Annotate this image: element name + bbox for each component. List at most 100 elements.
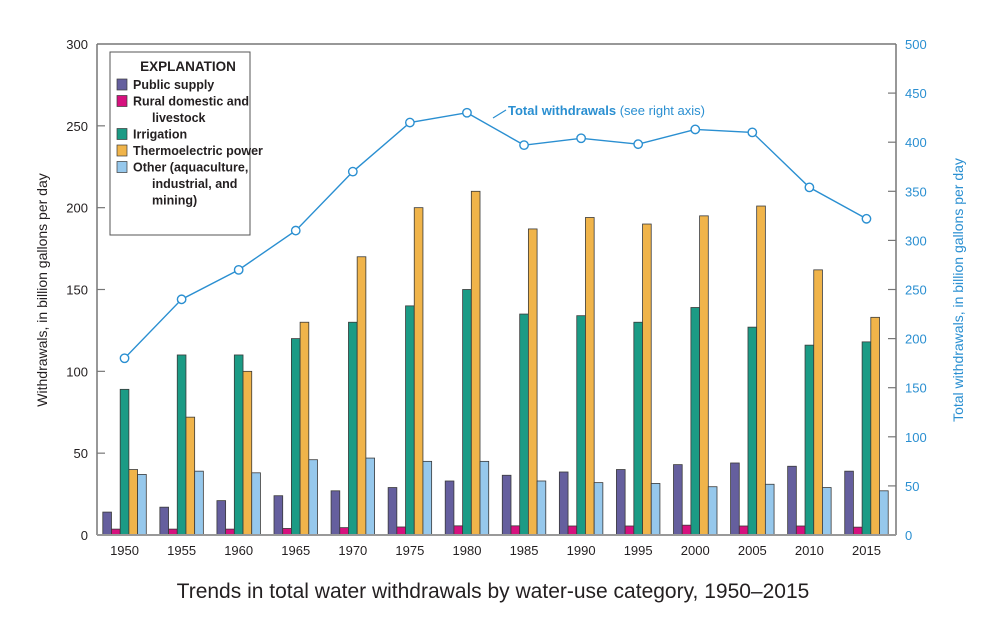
legend-box bbox=[109, 51, 251, 236]
bar-irrigation-1990 bbox=[576, 315, 586, 536]
right-tick-label: 150 bbox=[905, 381, 927, 396]
bar-public-supply-1970 bbox=[330, 490, 341, 536]
total-point-2015 bbox=[861, 213, 872, 224]
x-tick-label: 1990 bbox=[567, 543, 596, 558]
bar-rural-domestic-and-livestock-2005 bbox=[738, 525, 749, 536]
bar-rural-domestic-and-livestock-1980 bbox=[453, 525, 464, 536]
bar-other-aquaculture-industrial-and-mining-1990 bbox=[593, 482, 604, 536]
legend-title: EXPLANATION bbox=[140, 59, 236, 74]
right-tick-label: 400 bbox=[905, 135, 927, 150]
bar-irrigation-1995 bbox=[633, 321, 643, 536]
bar-other-aquaculture-industrial-and-mining-1950 bbox=[137, 474, 147, 536]
right-tick-label: 50 bbox=[905, 479, 919, 494]
bar-irrigation-1965 bbox=[290, 338, 301, 536]
bar-irrigation-2015 bbox=[861, 341, 872, 536]
legend-label: livestock bbox=[152, 111, 206, 125]
bar-other-aquaculture-industrial-and-mining-1975 bbox=[422, 460, 433, 536]
bar-public-supply-1965 bbox=[273, 495, 284, 536]
bar-irrigation-1970 bbox=[348, 321, 358, 536]
line-annotation: Total withdrawals (see right axis) bbox=[508, 103, 705, 118]
total-line-path bbox=[124, 112, 867, 359]
bar-public-supply-1975 bbox=[387, 487, 398, 536]
bar-other-aquaculture-industrial-and-mining-1985 bbox=[536, 480, 547, 536]
bar-public-supply-1960 bbox=[216, 500, 227, 536]
legend-label: Other (aquaculture, bbox=[133, 161, 248, 175]
bar-other-aquaculture-industrial-and-mining-1955 bbox=[194, 470, 204, 536]
total-withdrawals-line bbox=[119, 107, 872, 364]
right-tick-label: 350 bbox=[905, 184, 927, 199]
line-annotation-leader bbox=[492, 109, 507, 119]
bar-rural-domestic-and-livestock-1975 bbox=[396, 526, 406, 536]
bar-thermoelectric-power-1990 bbox=[585, 217, 595, 536]
total-point-1995 bbox=[633, 139, 644, 150]
total-point-1975 bbox=[404, 117, 415, 128]
x-tick-label: 2015 bbox=[852, 543, 881, 558]
bar-other-aquaculture-industrial-and-mining-2015 bbox=[879, 490, 889, 536]
left-axis: 0 50 100 150 200 250 300 bbox=[66, 37, 105, 543]
bar-irrigation-1960 bbox=[233, 354, 244, 536]
total-point-1955 bbox=[176, 294, 187, 305]
right-tick-label: 500 bbox=[905, 37, 927, 52]
legend-label: Public supply bbox=[133, 78, 214, 92]
right-tick-label: 100 bbox=[905, 430, 927, 445]
x-tick-label: 1995 bbox=[624, 543, 653, 558]
right-tick-label: 200 bbox=[905, 332, 927, 347]
bar-thermoelectric-power-1995 bbox=[642, 223, 652, 536]
x-tick-label: 1955 bbox=[167, 543, 196, 558]
x-tick-label: 1980 bbox=[453, 543, 482, 558]
bar-rural-domestic-and-livestock-2000 bbox=[681, 524, 692, 536]
total-point-1980 bbox=[462, 107, 472, 118]
x-tick-label: 1985 bbox=[510, 543, 539, 558]
bar-thermoelectric-power-2005 bbox=[756, 205, 766, 536]
left-tick-label: 200 bbox=[66, 201, 88, 216]
legend-label: industrial, and bbox=[152, 177, 237, 191]
bar-rural-domestic-and-livestock-1970 bbox=[339, 527, 349, 536]
right-tick-label: 0 bbox=[905, 528, 912, 543]
total-point-1950 bbox=[119, 353, 130, 364]
bar-thermoelectric-power-2015 bbox=[870, 316, 880, 536]
bar-public-supply-1955 bbox=[159, 506, 169, 536]
bar-irrigation-1950 bbox=[119, 388, 130, 536]
total-point-1960 bbox=[233, 264, 244, 275]
legend-label: Thermoelectric power bbox=[133, 144, 263, 158]
right-tick-label: 300 bbox=[905, 233, 927, 248]
total-point-2005 bbox=[747, 127, 758, 138]
bar-public-supply-2015 bbox=[844, 470, 854, 536]
chart-title: Trends in total water withdrawals by wat… bbox=[177, 580, 810, 603]
right-tick-label: 450 bbox=[905, 86, 927, 101]
x-tick-label: 1970 bbox=[338, 543, 367, 558]
bar-thermoelectric-power-2000 bbox=[699, 215, 709, 536]
bar-public-supply-2005 bbox=[730, 462, 740, 536]
bar-irrigation-2000 bbox=[690, 307, 701, 536]
total-point-2010 bbox=[804, 182, 815, 193]
bars-layer bbox=[102, 190, 889, 536]
bar-irrigation-2005 bbox=[747, 326, 758, 536]
left-tick-label: 0 bbox=[81, 528, 88, 543]
bar-other-aquaculture-industrial-and-mining-1965 bbox=[308, 459, 318, 536]
bar-other-aquaculture-industrial-and-mining-2005 bbox=[764, 483, 775, 536]
total-point-1985 bbox=[519, 140, 529, 151]
x-tick-label: 2010 bbox=[795, 543, 824, 558]
bar-rural-domestic-and-livestock-2010 bbox=[795, 525, 806, 536]
bar-thermoelectric-power-1950 bbox=[128, 469, 138, 536]
bar-other-aquaculture-industrial-and-mining-1980 bbox=[479, 460, 490, 536]
bar-irrigation-1975 bbox=[405, 305, 415, 536]
x-tick-label: 1975 bbox=[395, 543, 424, 558]
x-tick-label: 1965 bbox=[281, 543, 310, 558]
bar-other-aquaculture-industrial-and-mining-1995 bbox=[650, 483, 661, 536]
bar-thermoelectric-power-1975 bbox=[413, 207, 424, 536]
bar-irrigation-1980 bbox=[462, 289, 472, 536]
legend-swatch bbox=[116, 161, 128, 173]
legend-label: Rural domestic and bbox=[133, 95, 249, 109]
bar-other-aquaculture-industrial-and-mining-2010 bbox=[822, 487, 832, 536]
total-point-1990 bbox=[576, 133, 587, 144]
legend: EXPLANATION Public supply Rural domestic a… bbox=[109, 51, 263, 236]
legend-swatch bbox=[116, 144, 128, 157]
line-annotation-name: Total withdrawals bbox=[508, 103, 616, 118]
left-tick-label: 100 bbox=[66, 364, 88, 379]
line-annotation-suffix: (see right axis) bbox=[616, 103, 705, 118]
bar-public-supply-1950 bbox=[102, 511, 112, 536]
y-axis-title-left: Withdrawals, in billion gallons per day bbox=[34, 173, 50, 406]
bar-rural-domestic-and-livestock-1990 bbox=[567, 525, 578, 536]
